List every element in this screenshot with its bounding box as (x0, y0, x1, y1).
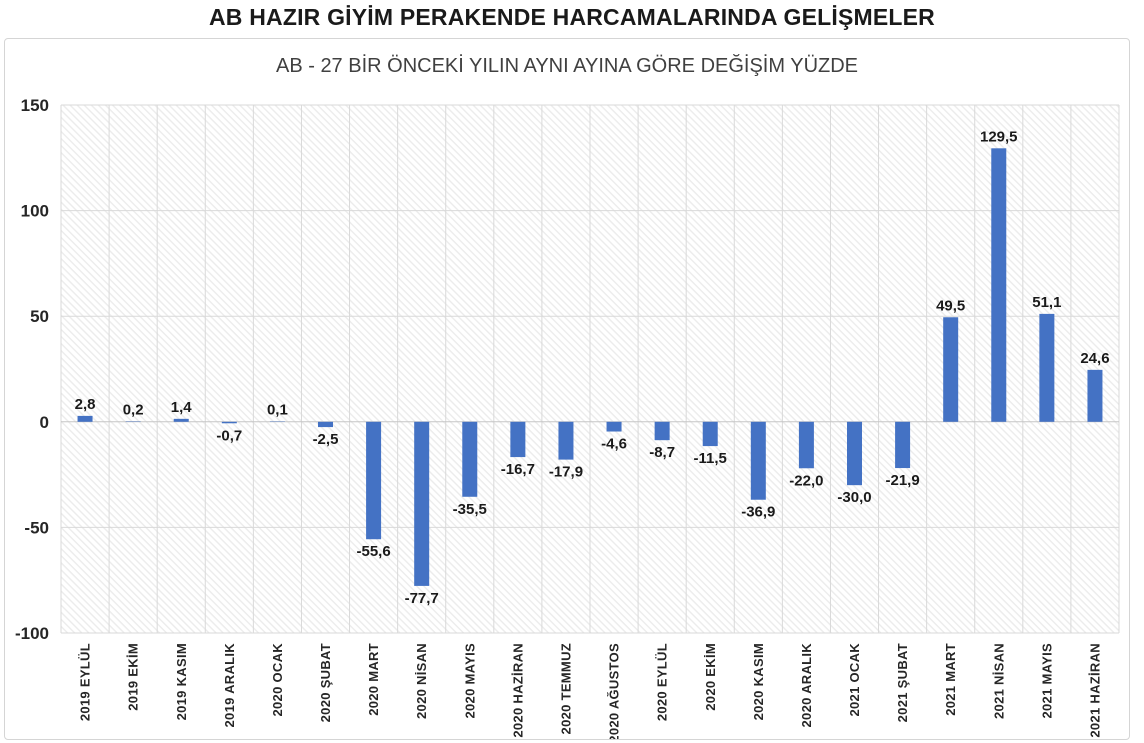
bar (750, 421, 766, 500)
bar (1087, 369, 1103, 422)
x-axis-tick-label: 2020 EKİM (703, 643, 718, 711)
bar (654, 421, 670, 441)
x-axis-tick-label: 2020 TEMMUZ (559, 643, 574, 734)
x-axis-tick-label: 2021 OCAK (847, 643, 862, 717)
bar-value-label: -36,9 (741, 504, 775, 521)
bar (943, 317, 959, 422)
bar (318, 421, 333, 428)
bar-value-label: -0,7 (216, 427, 242, 444)
x-axis-tick-label: 2019 EYLÜL (78, 643, 93, 721)
bar-value-label: 49,5 (936, 297, 965, 314)
bar-value-label: -22,0 (789, 472, 823, 489)
bar (173, 418, 189, 422)
chart-container: AB - 27 BİR ÖNCEKİ YILIN AYNI AYINA GÖRE… (4, 38, 1130, 740)
y-axis-tick-label: 0 (40, 413, 49, 432)
x-axis-tick-label: 2021 MAYIS (1039, 643, 1054, 719)
bar-value-label: 129,5 (980, 128, 1018, 145)
x-axis-tick-label: 2020 HAZİRAN (510, 643, 525, 738)
chart-title: AB - 27 BİR ÖNCEKİ YILIN AYNI AYINA GÖRE… (275, 55, 859, 77)
bar-value-label: -2,5 (313, 431, 339, 448)
bar (558, 421, 574, 460)
y-axis-tick-label: -100 (15, 624, 49, 643)
bar (221, 421, 237, 424)
bar-value-label: 0,1 (267, 402, 288, 419)
bar-value-label: -16,7 (501, 461, 535, 478)
bar (510, 421, 526, 458)
bar-value-label: -55,6 (356, 543, 390, 560)
bar (991, 148, 1007, 422)
bar-value-label: 2,8 (75, 396, 96, 413)
x-axis-tick-label: 2020 AĞUSTOS (607, 643, 622, 739)
x-axis-tick-label: 2020 MAYIS (462, 643, 477, 719)
bar-value-label: -30,0 (837, 489, 871, 506)
bar-value-label: -8,7 (649, 444, 675, 461)
bar-value-label: 0,2 (123, 401, 144, 418)
bar-value-label: 51,1 (1032, 294, 1061, 311)
bar-value-label: -11,5 (694, 450, 727, 467)
bar-value-label: -35,5 (453, 501, 487, 518)
bar (798, 421, 814, 469)
y-axis-tick-label: -50 (24, 518, 49, 537)
x-axis-tick-label: 2020 ARALIK (799, 643, 814, 728)
x-axis-tick-label: 2020 KASIM (751, 643, 766, 720)
bar-value-label: -77,7 (405, 590, 439, 607)
y-axis-tick-label: 100 (21, 202, 49, 221)
bar (895, 421, 911, 469)
x-axis-tick-label: 2020 EYLÜL (655, 643, 670, 721)
bar (606, 421, 622, 432)
x-axis-tick-label: 2020 OCAK (270, 643, 285, 717)
bar (77, 415, 93, 422)
x-axis-tick-label: 2021 NİSAN (991, 643, 1006, 719)
y-axis-tick-label: 50 (30, 307, 49, 326)
bar (414, 421, 430, 586)
bar (702, 421, 718, 447)
bar (366, 421, 382, 540)
x-axis-tick-label: 2019 EKİM (126, 643, 141, 711)
x-axis-tick-label: 2019 ARALIK (222, 643, 237, 728)
x-axis-tick-label: 2021 ŞUBAT (895, 643, 910, 722)
page-title: AB HAZIR GİYİM PERAKENDE HARCAMALARINDA … (209, 4, 935, 30)
bar-value-label: -21,9 (885, 472, 919, 489)
x-axis-tick-label: 2021 HAZİRAN (1088, 643, 1103, 738)
bar (1039, 313, 1055, 422)
y-axis-tick-label: 150 (21, 96, 49, 115)
bar-value-label: 1,4 (171, 399, 193, 416)
bar-value-label: -4,6 (601, 436, 627, 453)
bar-chart: 150 100 50 0 -50 -100 2,8 2019 EYLÜL 0,2 2019 EKİ… (15, 96, 1120, 739)
bar-value-label: -17,9 (549, 464, 583, 481)
x-axis-tick-label: 2021 MART (943, 643, 958, 716)
bar (847, 421, 862, 486)
x-axis-tick-label: 2020 NİSAN (414, 643, 429, 719)
x-axis-tick-label: 2020 MART (366, 643, 381, 716)
bar-value-label: 24,6 (1080, 350, 1109, 367)
x-axis-tick-label: 2020 ŞUBAT (318, 643, 333, 722)
bar (462, 421, 478, 497)
x-axis-tick-label: 2019 KASIM (174, 643, 189, 720)
